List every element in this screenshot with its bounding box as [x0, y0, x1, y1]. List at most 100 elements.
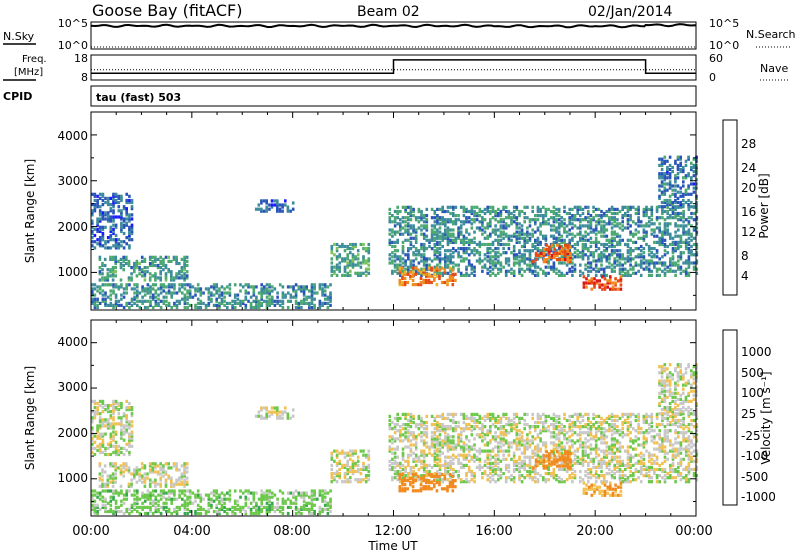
echo-cell	[252, 491, 256, 495]
echo-cell	[459, 224, 463, 228]
echo-cell	[257, 291, 261, 295]
echo-cell	[106, 246, 110, 250]
echo-cell	[414, 283, 417, 287]
echo-cell	[457, 459, 460, 463]
echo-cell	[406, 272, 410, 276]
echo-cell	[218, 293, 221, 297]
echo-cell	[228, 493, 232, 497]
echo-cell	[302, 507, 306, 511]
echo-cell	[571, 222, 574, 226]
echo-cell	[146, 289, 150, 293]
echo-cell	[396, 474, 399, 478]
echo-cell	[679, 155, 682, 159]
echo-cell	[172, 484, 176, 488]
echo-cell	[141, 505, 144, 509]
echo-cell	[512, 271, 516, 275]
echo-cell	[313, 497, 316, 501]
echo-cell	[409, 472, 413, 476]
echo-cell	[346, 247, 349, 251]
echo-cell	[326, 301, 330, 305]
echo-cell	[602, 273, 606, 277]
echo-cell	[268, 410, 271, 414]
echo-cell	[341, 257, 344, 261]
echo-cell	[268, 293, 271, 297]
echo-cell	[457, 425, 460, 429]
echo-cell	[265, 207, 268, 211]
echo-cell	[91, 221, 94, 225]
echo-cell	[130, 229, 134, 233]
echo-cell	[271, 495, 274, 499]
echo-cell	[393, 447, 397, 451]
echo-cell	[297, 301, 301, 305]
echo-cell	[117, 416, 121, 420]
echo-cell	[417, 226, 421, 230]
echo-cell	[260, 414, 263, 418]
echo-cell	[276, 505, 279, 509]
echo-cell	[122, 466, 125, 470]
echo-cell	[180, 276, 184, 280]
echo-cell	[467, 216, 471, 220]
echo-cell	[396, 461, 399, 465]
echo-cell	[112, 211, 115, 215]
echo-cell	[109, 236, 113, 240]
echo-cell	[573, 247, 577, 251]
echo-cell	[183, 462, 186, 466]
echo-cell	[454, 420, 458, 425]
echo-cell	[354, 257, 357, 261]
echo-cell	[581, 247, 585, 251]
echo-cell	[249, 301, 253, 305]
echo-cell	[462, 441, 466, 445]
echo-cell	[542, 236, 545, 240]
echo-cell	[154, 257, 157, 261]
echo-cell	[491, 267, 495, 271]
echo-cell	[164, 263, 168, 268]
echo-cell	[109, 274, 112, 278]
echo-cell	[462, 453, 466, 457]
echo-cell	[489, 427, 492, 431]
echo-cell	[684, 190, 688, 194]
echo-cell	[605, 214, 609, 218]
echo-cell	[438, 257, 442, 261]
echo-cell	[273, 303, 277, 307]
echo-cell	[120, 209, 123, 213]
echo-cell	[563, 238, 566, 242]
echo-cell	[396, 267, 399, 271]
echo-cell	[515, 205, 519, 209]
echo-cell	[162, 301, 166, 305]
echo-cell	[661, 232, 664, 236]
echo-cell	[666, 230, 669, 234]
echo-cell	[167, 495, 171, 499]
echo-cell	[457, 255, 460, 259]
echo-cell	[268, 291, 271, 295]
echo-cell	[351, 459, 355, 463]
echo-cell	[196, 287, 200, 291]
echo-cell	[605, 247, 609, 251]
echo-cell	[661, 211, 664, 216]
echo-cell	[109, 301, 113, 305]
echo-cell	[682, 184, 685, 188]
echo-cell	[330, 474, 334, 478]
echo-cell	[333, 459, 336, 463]
echo-cell	[494, 431, 497, 435]
echo-cell	[191, 491, 195, 495]
echo-cell	[660, 182, 664, 186]
echo-cell	[436, 218, 439, 222]
echo-cell	[346, 461, 349, 465]
echo-cell	[510, 234, 513, 238]
echo-cell	[563, 226, 566, 230]
echo-cell	[467, 449, 471, 453]
echo-cell	[494, 247, 497, 251]
echo-cell	[159, 484, 162, 488]
echo-cell	[465, 457, 468, 461]
echo-cell	[356, 459, 360, 463]
echo-cell	[674, 194, 677, 198]
echo-cell	[138, 468, 141, 472]
echo-cell	[265, 489, 269, 493]
echo-cell	[180, 474, 184, 478]
echo-cell	[112, 406, 115, 410]
echo-cell	[167, 497, 171, 501]
echo-cell	[302, 491, 306, 495]
echo-cell	[98, 497, 102, 501]
echo-cell	[125, 209, 128, 213]
echo-cell	[639, 220, 643, 224]
